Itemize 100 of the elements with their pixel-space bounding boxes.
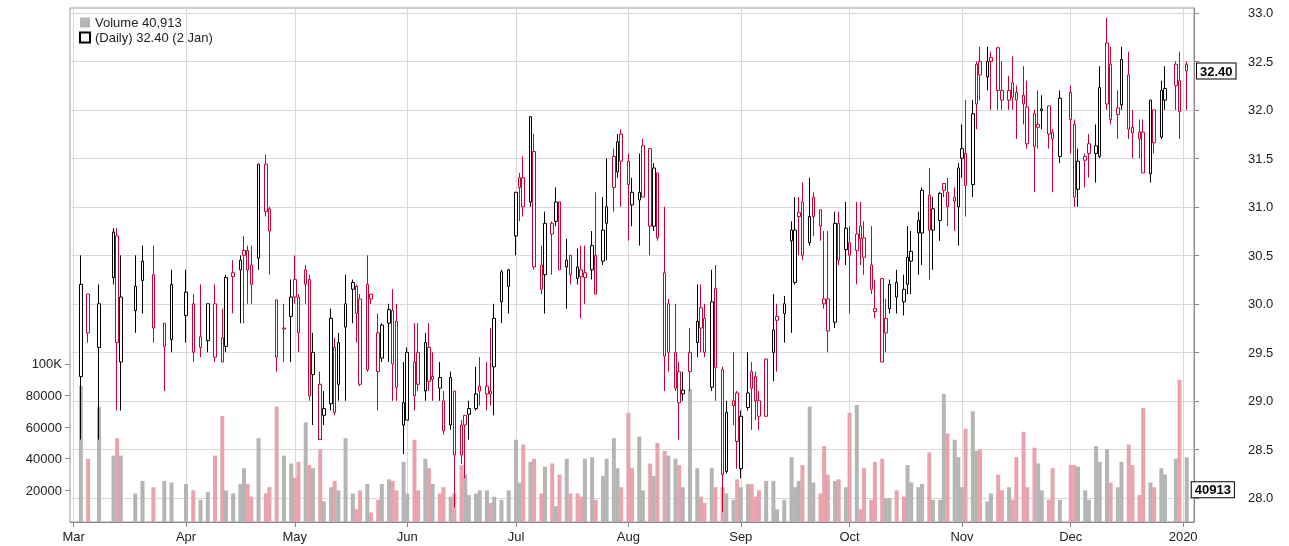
bar xyxy=(379,484,384,522)
bar xyxy=(735,479,740,522)
y2-tick-label: 28.5 xyxy=(1248,441,1274,457)
candlestick xyxy=(1058,89,1062,164)
bar xyxy=(648,463,653,522)
y-tick-label: 80000 xyxy=(25,387,62,403)
candlestick xyxy=(579,245,583,319)
bar xyxy=(550,463,555,522)
candlestick xyxy=(1073,119,1076,208)
candlestick xyxy=(152,245,155,344)
candlestick xyxy=(964,99,967,218)
y2-tick-label: 33.0 xyxy=(1248,5,1274,21)
x-tick-label: Dec xyxy=(1059,529,1083,544)
x-tick-label: Mar xyxy=(62,529,86,544)
bar xyxy=(927,452,932,522)
candlestick xyxy=(282,303,286,363)
candlestick xyxy=(714,264,717,402)
candlestick xyxy=(989,51,993,111)
candlestick xyxy=(206,303,210,353)
candlestick xyxy=(605,157,608,261)
x-tick-label: Jun xyxy=(396,529,418,544)
bar xyxy=(1108,482,1113,522)
x-tick-label: Apr xyxy=(175,529,197,544)
candlestick xyxy=(1149,99,1152,184)
bar xyxy=(1083,490,1088,522)
bar xyxy=(738,487,743,522)
bar xyxy=(513,439,518,522)
bar xyxy=(97,406,102,522)
candlestick xyxy=(946,177,949,227)
bar xyxy=(872,461,877,522)
candlestick xyxy=(318,371,322,441)
candlestick xyxy=(141,245,144,314)
bar xyxy=(430,484,435,522)
bar xyxy=(996,474,1001,522)
bar xyxy=(133,493,138,522)
bar xyxy=(822,446,827,522)
bar xyxy=(916,487,921,522)
bar xyxy=(626,412,631,522)
candlestick xyxy=(764,358,768,417)
bar xyxy=(901,496,906,522)
candlestick xyxy=(184,269,188,344)
y2-tick-label: 31.0 xyxy=(1248,199,1274,215)
bar xyxy=(920,484,925,522)
candlestick xyxy=(170,269,173,353)
candlestick xyxy=(257,163,260,271)
bar xyxy=(184,484,189,522)
candlestick xyxy=(344,274,347,402)
bar xyxy=(441,487,446,522)
bar xyxy=(281,455,286,522)
bar xyxy=(151,487,156,522)
y2-tick-label: 30.5 xyxy=(1248,247,1274,263)
bar xyxy=(930,499,935,522)
candlestick xyxy=(880,278,884,363)
bar xyxy=(1141,408,1146,522)
bar xyxy=(1177,379,1182,522)
bar xyxy=(368,512,373,522)
bar xyxy=(1050,468,1055,522)
x-tick-label: May xyxy=(282,529,308,544)
bar xyxy=(205,491,210,522)
candlestick xyxy=(928,167,931,281)
bar xyxy=(220,416,225,522)
y-tick-label: 100K xyxy=(31,356,63,372)
y-tick-label: 20000 xyxy=(25,482,62,498)
bar xyxy=(289,463,294,522)
y2-tick-label: 28.0 xyxy=(1248,490,1274,506)
bar xyxy=(318,449,323,522)
bar xyxy=(115,438,120,522)
bar xyxy=(680,487,685,522)
bar xyxy=(231,493,236,522)
bar xyxy=(463,474,468,522)
candlestick xyxy=(213,283,217,363)
bar xyxy=(1014,457,1019,522)
bar xyxy=(604,458,609,522)
bar xyxy=(590,457,595,522)
bar xyxy=(329,487,334,522)
y2-tick-label: 29.0 xyxy=(1248,393,1274,409)
candlestick xyxy=(772,293,775,382)
candlestick xyxy=(895,269,898,314)
candlestick xyxy=(492,303,496,416)
bar xyxy=(376,499,381,522)
bar xyxy=(988,493,993,522)
bar xyxy=(198,499,203,522)
bar xyxy=(1007,487,1012,522)
candlestick xyxy=(808,177,811,247)
candlestick xyxy=(391,288,394,402)
candlestick xyxy=(565,238,568,310)
bar xyxy=(296,461,301,522)
candlestick xyxy=(231,259,235,314)
candlestick xyxy=(478,356,481,407)
bar xyxy=(162,480,167,522)
bar xyxy=(1057,499,1062,522)
bar xyxy=(862,468,867,522)
bar xyxy=(256,438,261,522)
text: 32.40 xyxy=(1200,63,1233,79)
candlestick xyxy=(855,201,859,285)
candlestick xyxy=(696,283,699,358)
bar xyxy=(1152,487,1157,522)
y2-tick-label: 32.5 xyxy=(1248,53,1274,69)
bar xyxy=(336,490,341,522)
bar xyxy=(619,487,624,522)
